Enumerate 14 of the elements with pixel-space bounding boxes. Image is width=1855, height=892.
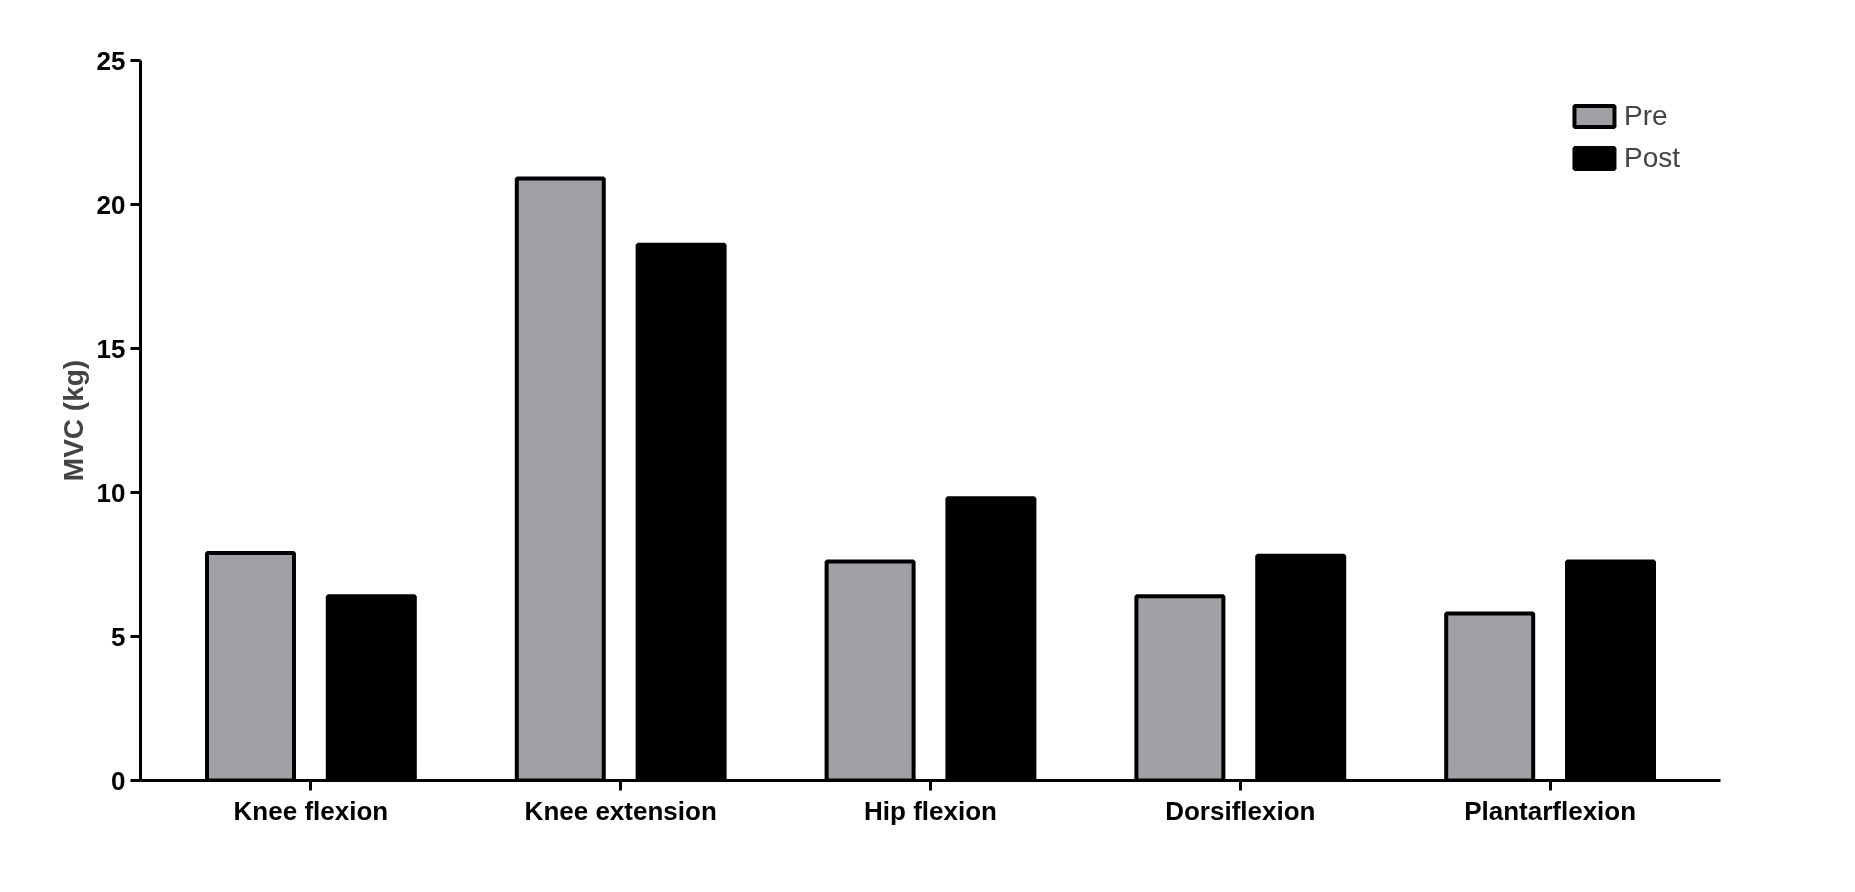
x-tick-label: Plantarflexion [1464, 795, 1637, 826]
y-tick-label: 25 [96, 45, 126, 76]
y-axis-title: MVC (kg) [57, 359, 89, 482]
y-tick-label: 20 [96, 189, 126, 220]
x-tick-label: Dorsiflexion [1165, 795, 1316, 826]
x-tick-label: Knee extension [524, 795, 717, 826]
x-tick-label: Knee flexion [233, 795, 389, 826]
y-tick-label: 15 [96, 333, 126, 364]
y-tick-label: 5 [111, 621, 126, 652]
legend-label: Pre [1623, 100, 1668, 132]
legend-label: Post [1623, 142, 1680, 174]
y-tick-label: 0 [111, 765, 126, 796]
x-tick-label: Hip flexion [864, 795, 997, 826]
y-tick-label: 10 [96, 477, 126, 508]
